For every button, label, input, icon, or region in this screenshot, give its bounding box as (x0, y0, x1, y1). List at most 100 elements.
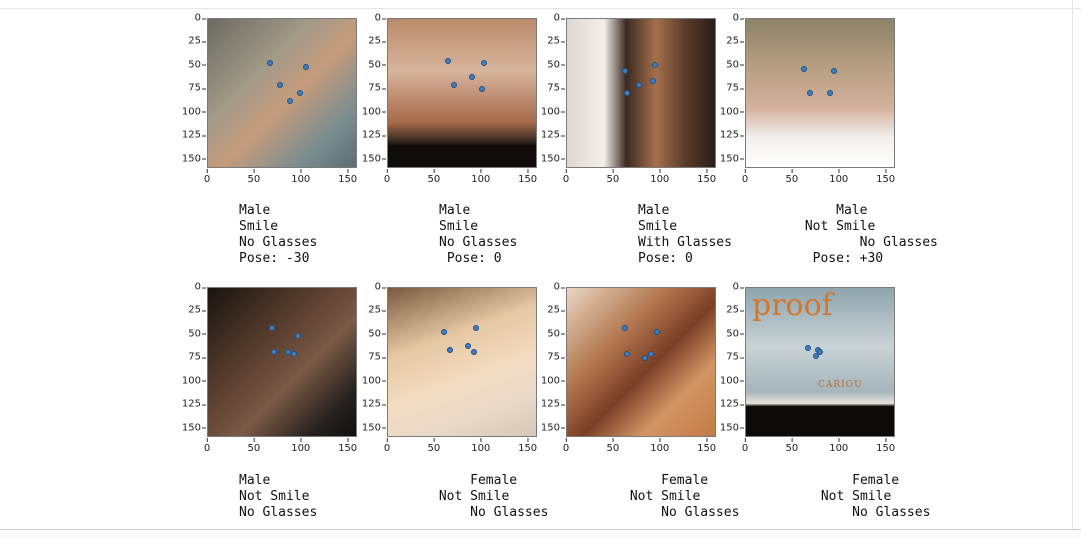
face-image (387, 287, 537, 437)
landmark-point (469, 74, 475, 80)
y-tick-label: 100 (540, 106, 566, 118)
y-tick-label: 50 (368, 59, 386, 71)
x-tick-label: 150 (338, 438, 358, 454)
landmark-point (801, 66, 807, 72)
landmark-point (291, 351, 297, 357)
landmark-point (297, 90, 303, 96)
x-tick-label: 0 (741, 169, 749, 185)
y-tick-label: 25 (188, 304, 206, 316)
x-tick-label: 50 (427, 169, 441, 185)
y-tick-label: 100 (361, 375, 387, 387)
y-tick-label: 150 (719, 153, 745, 165)
caption-line: Not Smile (622, 489, 701, 504)
landmark-point (817, 349, 823, 355)
y-tick-label: 75 (368, 82, 386, 94)
landmark-point (277, 82, 283, 88)
caption-line: Male (239, 473, 271, 488)
caption-line: No Glasses (797, 235, 938, 250)
y-tick-label: 100 (181, 106, 207, 118)
caption-line: Not Smile (797, 219, 876, 234)
landmark-point (648, 351, 654, 357)
caption-line: Not Smile (813, 489, 892, 504)
x-tick-label: 150 (697, 169, 717, 185)
cell-top-border (0, 0, 1081, 9)
caption-line: Female (622, 473, 709, 488)
caption-line: Smile (239, 219, 279, 234)
landmark-point (831, 68, 837, 74)
y-tick-label: 0 (732, 12, 745, 24)
y-tick-label: 125 (719, 398, 745, 410)
landmark-point (471, 349, 477, 355)
y-tick-label: 150 (181, 422, 207, 434)
y-tick-label: 150 (540, 153, 566, 165)
face-caption: Female Not Smile No Glasses (431, 473, 549, 521)
landmark-point (654, 329, 660, 335)
x-tick-label: 100 (471, 169, 491, 185)
face-caption: Male Smile No Glasses Pose: 0 (439, 203, 517, 267)
face-image (566, 18, 716, 168)
y-tick-label: 150 (540, 422, 566, 434)
landmark-point (622, 325, 628, 331)
x-tick-label: 150 (876, 169, 896, 185)
caption-line: Pose: 0 (439, 251, 502, 266)
y-tick-label: 100 (361, 106, 387, 118)
y-tick-label: 150 (181, 153, 207, 165)
y-tick-label: 0 (553, 281, 566, 293)
x-tick-label: 0 (562, 169, 570, 185)
x-tick-label: 150 (876, 438, 896, 454)
y-tick-label: 150 (361, 422, 387, 434)
landmark-point (479, 86, 485, 92)
face-image (207, 287, 357, 437)
caption-line: Not Smile (431, 489, 510, 504)
x-tick-label: 50 (247, 438, 261, 454)
x-tick-label: 50 (606, 438, 620, 454)
landmark-point (295, 333, 301, 339)
caption-line: No Glasses (239, 235, 318, 250)
landmark-point (271, 349, 277, 355)
landmark-point (622, 68, 628, 74)
y-tick-label: 50 (726, 59, 744, 71)
caption-line: Smile (439, 219, 479, 234)
caption-line: Smile (638, 219, 678, 234)
y-tick-label: 125 (361, 129, 387, 141)
y-tick-label: 0 (374, 12, 387, 24)
landmark-point (650, 78, 656, 84)
landmark-point (624, 90, 630, 96)
landmark-point (445, 58, 451, 64)
watermark-subtext: CARIOU (818, 380, 863, 390)
x-tick-label: 150 (697, 438, 717, 454)
caption-line: No Glasses (622, 505, 740, 520)
y-tick-label: 50 (188, 59, 206, 71)
y-tick-label: 50 (726, 328, 744, 340)
landmark-point (285, 349, 291, 355)
y-tick-label: 125 (540, 398, 566, 410)
caption-line: No Glasses (813, 505, 931, 520)
y-tick-label: 100 (719, 375, 745, 387)
caption-line: No Glasses (431, 505, 549, 520)
caption-line: Male (439, 203, 471, 218)
caption-line: No Glasses (239, 505, 318, 520)
landmark-point (813, 353, 819, 359)
landmark-point (447, 347, 453, 353)
x-tick-label: 100 (829, 169, 849, 185)
x-tick-label: 0 (383, 169, 391, 185)
next-cell-border (0, 529, 1081, 538)
y-tick-label: 50 (368, 328, 386, 340)
caption-line: Not Smile (239, 489, 310, 504)
face-caption: Male Smile With Glasses Pose: 0 (638, 203, 732, 267)
face-image (566, 287, 716, 437)
x-tick-label: 100 (291, 438, 311, 454)
landmark-point (441, 329, 447, 335)
y-tick-label: 25 (368, 304, 386, 316)
y-tick-label: 100 (540, 375, 566, 387)
landmark-point (473, 325, 479, 331)
y-tick-label: 100 (719, 106, 745, 118)
y-tick-label: 25 (726, 304, 744, 316)
landmark-point (287, 98, 293, 104)
y-tick-label: 75 (188, 351, 206, 363)
x-tick-label: 100 (829, 438, 849, 454)
caption-line: Female (813, 473, 900, 488)
landmark-point (805, 345, 811, 351)
landmark-point (269, 325, 275, 331)
caption-line: Pose: 0 (638, 251, 693, 266)
